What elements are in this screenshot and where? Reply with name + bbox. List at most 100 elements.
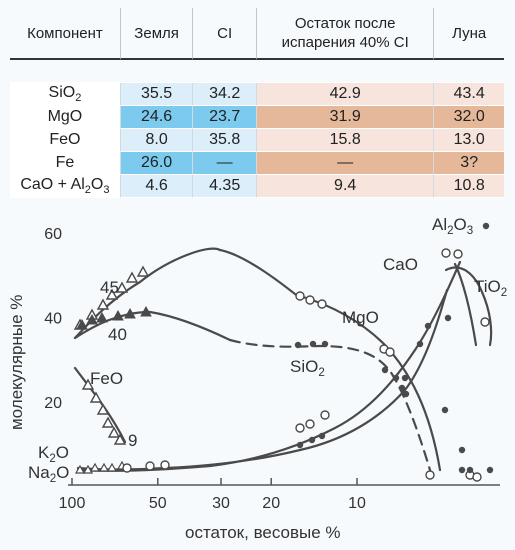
y-tick-label: 20 (44, 395, 62, 412)
label-part: 2 (49, 453, 55, 465)
marker-open-circle (295, 291, 305, 301)
marker-open-triangle (125, 271, 139, 283)
value-cell: 9.4 (256, 175, 435, 198)
value-cell: 24.6 (120, 106, 194, 129)
marker-open-circle (320, 410, 330, 420)
header-ci: CI (193, 8, 257, 60)
value-cell: 4.6 (120, 175, 194, 198)
marker-filled-circle (321, 340, 329, 348)
value-cell: 23.7 (193, 106, 257, 129)
curve-45 (73, 247, 302, 340)
marker-open-circle (160, 460, 170, 470)
value-cell: 35.8 (193, 129, 257, 152)
marker-feo-triangle (113, 433, 127, 445)
marker-open-triangle (96, 298, 110, 310)
value-cell: 32.0 (434, 106, 504, 129)
marker-feo-triangle (96, 403, 110, 415)
marker-filled-circle (294, 341, 302, 349)
table-header-row: Компонент Земля CI Остаток после испарен… (10, 8, 504, 60)
marker-filled-circle (444, 314, 452, 322)
label-part: CaO (383, 255, 418, 274)
label-part: TiO (474, 277, 501, 296)
component-name-part: CaO + Al (20, 175, 85, 193)
value-cell: 31.9 (256, 106, 435, 129)
marker-open-circle (317, 299, 327, 309)
marker-k2o-triangle (106, 462, 118, 472)
curve-al2o3 (76, 260, 462, 472)
composition-table: Компонент Земля CI Остаток после испарен… (10, 8, 504, 198)
component-cell: CaO + Al2O3 (10, 175, 121, 198)
x-axis-label: остаток, весовые % (185, 523, 341, 542)
marker-open-triangle (115, 281, 129, 293)
x-tick-label: 20 (262, 495, 280, 512)
table-row: Fe 26.0— —3? (10, 152, 504, 175)
marker-filled-circle (309, 340, 317, 348)
marker-filled-circle (424, 322, 432, 330)
marker-open-circle (305, 295, 315, 305)
marker-filled-circle (381, 366, 389, 374)
marker-open-circle (441, 248, 451, 258)
table-row: SiO2 35.5 34.2 42.9 43.4 (10, 83, 504, 106)
label-k2o: K2O (38, 443, 69, 465)
label-mgo: MgO (342, 308, 379, 327)
header-earth: Земля (120, 8, 194, 60)
component-cell: FeO (10, 129, 121, 152)
marker-filled-triangle (86, 313, 98, 325)
component-cell: SiO2 (10, 83, 121, 106)
label-part: O (56, 443, 69, 462)
marker-feo-triangle (101, 416, 115, 428)
component-name-part: MgO (47, 108, 83, 125)
value-cell: 3? (434, 152, 504, 175)
value-cell: — (256, 152, 435, 175)
evaporation-chart: 100 50 30 20 10 20 40 60 остаток, весовые % молек… (7, 215, 507, 542)
label-part: Al (432, 215, 447, 234)
x-tick-label: 100 (59, 495, 86, 512)
value-cell: 43.4 (434, 83, 504, 106)
marker-filled-circle (466, 466, 474, 474)
component-name-part: 2 (75, 92, 82, 105)
marker-filled-circle (458, 446, 466, 454)
marker-open-circle (453, 249, 463, 259)
y-tick-label: 60 (44, 226, 62, 243)
component-name-part: 3 (103, 184, 110, 197)
header-component: Компонент (10, 8, 121, 60)
curve-tio2 (444, 266, 493, 347)
label-part: 2 (318, 367, 324, 379)
value-cell: 26.0 (120, 152, 194, 175)
label-part: 3 (467, 225, 473, 237)
table-row: FeO 8.0 35.8 15.8 13.0 (10, 129, 504, 152)
marker-k2o-triangle (89, 462, 101, 472)
marker-filled-circle (482, 222, 490, 230)
label-part: 2 (447, 225, 453, 237)
marker-filled-triangle (140, 305, 152, 317)
marker-filled-circle (296, 441, 304, 449)
marker-filled-circle (458, 466, 466, 474)
component-name-part: O (90, 175, 104, 193)
marker-open-triangle (105, 288, 119, 300)
x-tick-label: 50 (149, 495, 167, 512)
label-part: Na (28, 463, 50, 482)
marker-filled-triangle (124, 307, 136, 319)
marker-feo-triangle (107, 426, 121, 438)
y-axis-label: молекулярные % (7, 295, 26, 430)
marker-k2o-triangle (98, 462, 110, 472)
label-part: FeO (90, 369, 123, 388)
marker-filled-circle (318, 432, 326, 440)
label-part: O (454, 215, 467, 234)
component-name-part: FeO (49, 131, 81, 148)
label-part: O (56, 463, 69, 482)
value-cell: 34.2 (193, 83, 257, 106)
annotation-45: 45 (100, 278, 119, 297)
marker-filled-triangle (112, 309, 124, 321)
value-cell: 13.0 (434, 129, 504, 152)
marker-filled-circle (401, 374, 409, 382)
marker-open-triangle (136, 265, 150, 277)
marker-filled-triangle (96, 311, 108, 323)
marker-filled-circle (392, 374, 400, 382)
marker-filled-circle (416, 340, 424, 348)
x-tick-label: 10 (348, 495, 366, 512)
marker-filled-circle (486, 466, 494, 474)
marker-open-circle (472, 472, 482, 482)
